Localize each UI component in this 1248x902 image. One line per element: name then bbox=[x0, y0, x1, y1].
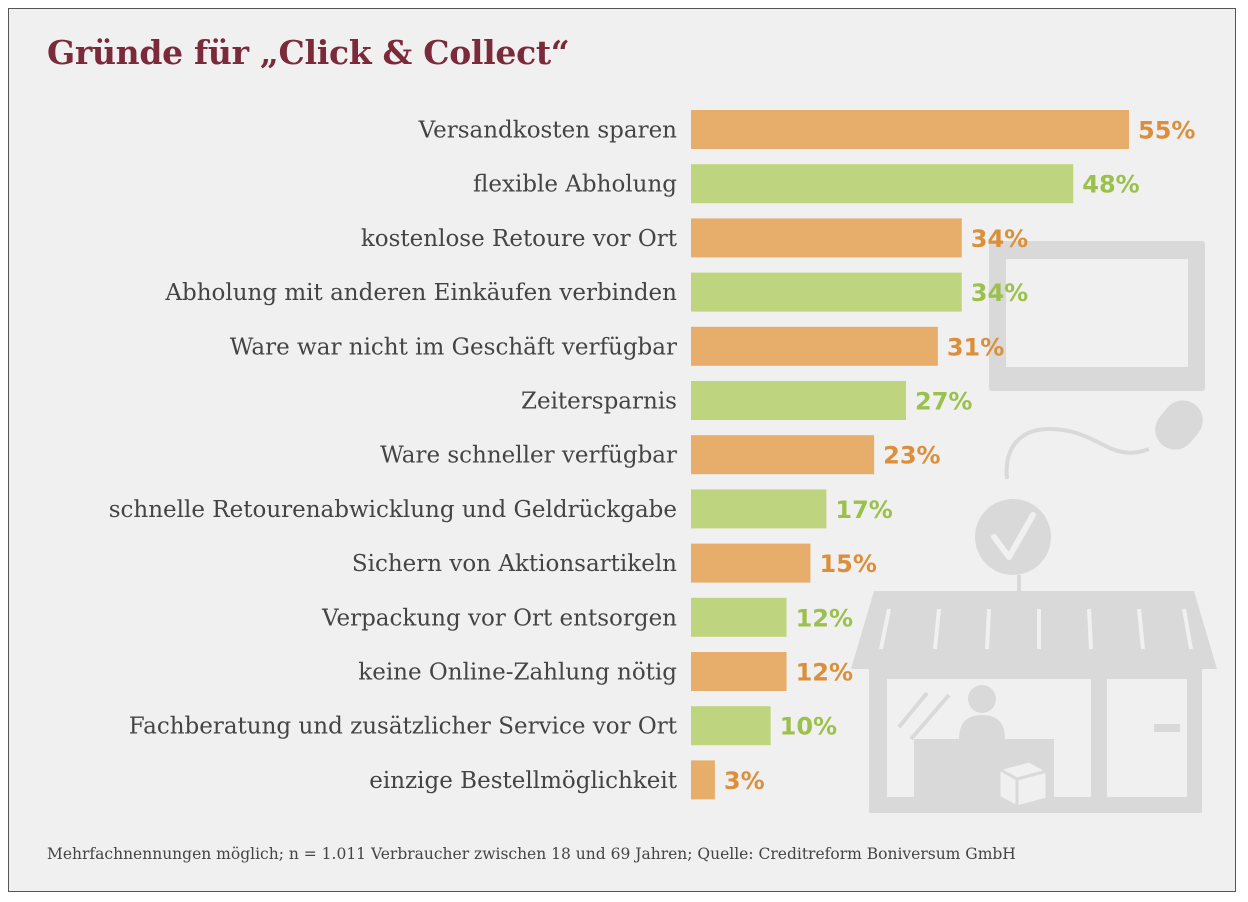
value-label: 34% bbox=[971, 225, 1028, 253]
category-label: flexible Abholung bbox=[473, 172, 677, 198]
value-label: 17% bbox=[835, 496, 892, 524]
category-label: keine Online-Zahlung nötig bbox=[358, 660, 677, 686]
bar bbox=[691, 543, 811, 583]
footnote: Mehrfachnennungen möglich; n = 1.011 Ver… bbox=[47, 845, 1016, 863]
value-label: 48% bbox=[1082, 171, 1139, 199]
chart-frame: Gründe für „Click & Collect“ bbox=[8, 8, 1236, 892]
value-label: 31% bbox=[947, 333, 1004, 361]
value-label: 3% bbox=[724, 767, 765, 795]
chart-title: Gründe für „Click & Collect“ bbox=[47, 33, 570, 72]
store-icon bbox=[851, 591, 1217, 813]
bar bbox=[691, 706, 771, 746]
store-computer-illustration bbox=[851, 241, 1217, 813]
bar bbox=[691, 110, 1129, 149]
bar bbox=[691, 326, 938, 366]
category-label: schnelle Retourenabwicklung und Geldrück… bbox=[109, 497, 677, 523]
bar bbox=[691, 381, 907, 420]
category-label: Fachberatung und zusätzlicher Service vo… bbox=[129, 714, 678, 740]
category-labels: Versandkosten sparen flexible Abholung kos… bbox=[109, 118, 678, 794]
category-label: kostenlose Retoure vor Ort bbox=[361, 226, 678, 252]
bar bbox=[691, 597, 787, 637]
bar bbox=[691, 652, 787, 691]
category-label: Zeitersparnis bbox=[521, 389, 677, 415]
category-label: Ware war nicht im Geschäft verfügbar bbox=[230, 334, 677, 360]
value-label: 12% bbox=[796, 604, 853, 632]
category-label: Versandkosten sparen bbox=[418, 118, 678, 144]
value-label: 12% bbox=[796, 659, 853, 687]
bar bbox=[691, 272, 962, 312]
value-label: 15% bbox=[819, 550, 876, 578]
value-labels: 55% 48% 34% 34% 31% 27% 23% 17% 15% 12% 12% 10% 3% bbox=[724, 117, 1196, 795]
checkmark-icon bbox=[975, 499, 1051, 575]
category-label: Verpackung vor Ort entsorgen bbox=[321, 605, 677, 631]
bar bbox=[691, 218, 962, 258]
value-label: 34% bbox=[971, 279, 1028, 307]
bar bbox=[691, 760, 715, 800]
bar bbox=[691, 489, 827, 529]
bars bbox=[691, 110, 1129, 800]
bar bbox=[691, 435, 875, 475]
value-label: 27% bbox=[915, 388, 972, 416]
mouse-icon bbox=[1004, 400, 1203, 480]
bar-chart: Versandkosten sparen flexible Abholung kos… bbox=[109, 110, 1196, 800]
monitor-icon bbox=[989, 241, 1205, 391]
value-label: 55% bbox=[1138, 117, 1195, 145]
value-label: 23% bbox=[883, 442, 940, 470]
value-label: 10% bbox=[780, 713, 837, 741]
bar bbox=[691, 164, 1074, 204]
category-label: einzige Bestellmöglichkeit bbox=[369, 768, 677, 794]
category-label: Abholung mit anderen Einkäufen verbinden bbox=[164, 280, 677, 306]
category-label: Sichern von Aktionsartikeln bbox=[352, 551, 677, 577]
category-label: Ware schneller verfügbar bbox=[380, 443, 677, 469]
